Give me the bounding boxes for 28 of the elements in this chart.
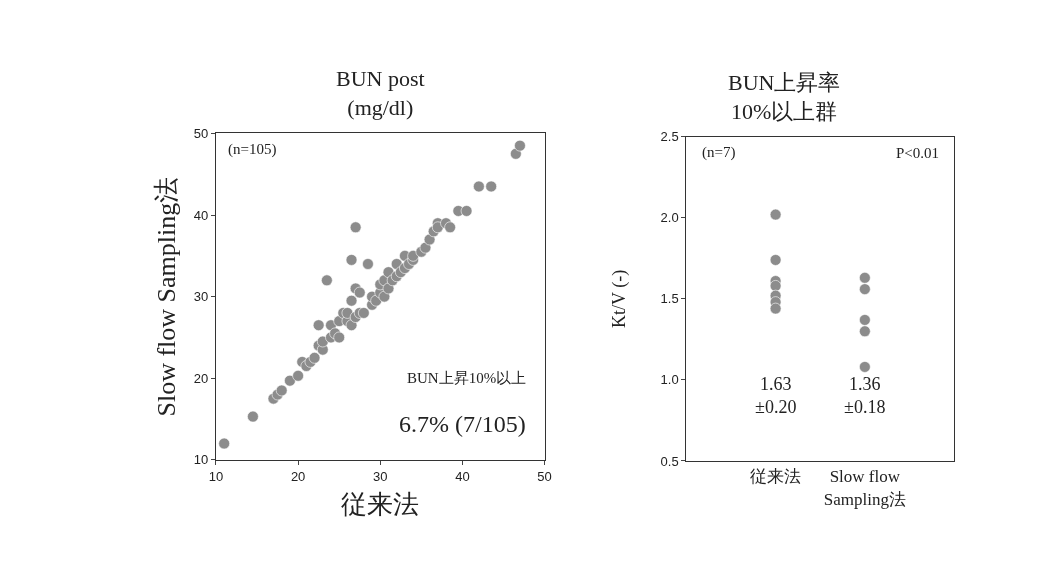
x-tick-label: 従来法 bbox=[750, 467, 802, 487]
annotation: P<0.01 bbox=[896, 145, 940, 161]
y-tick-label: 40 bbox=[193, 207, 209, 223]
annotation: (n=7) bbox=[702, 144, 736, 161]
x-tick-label: Slow flow Sampling法 bbox=[823, 467, 906, 509]
annotation: BUN上昇10%以上 bbox=[407, 370, 527, 386]
x-axis-title: 従来法 bbox=[341, 490, 420, 520]
y-tick-label: 30 bbox=[193, 289, 209, 305]
annotation: (n=105) bbox=[228, 141, 277, 158]
x-tick-label: 10 bbox=[208, 468, 224, 484]
y-axis-title: Kt/V (-) bbox=[608, 269, 630, 328]
chart-title: BUN上昇率 10%以上群 bbox=[728, 70, 841, 124]
y-tick-label: 50 bbox=[193, 125, 209, 141]
y-tick-label: 1.0 bbox=[660, 372, 679, 388]
y-tick-label: 10 bbox=[193, 452, 209, 468]
y-tick-label: 0.5 bbox=[660, 453, 679, 469]
annotation: 1.36 ±0.18 bbox=[844, 374, 886, 418]
y-tick-label: 2.5 bbox=[660, 129, 679, 145]
x-tick-label: 30 bbox=[373, 468, 388, 484]
x-tick-label: 20 bbox=[290, 468, 306, 484]
chart-title: BUN post (mg/dl) bbox=[336, 66, 425, 120]
annotation: 1.63 ±0.20 bbox=[755, 374, 797, 418]
y-tick-label: 2.0 bbox=[660, 210, 679, 226]
annotation: 6.7% (7/105) bbox=[399, 411, 526, 437]
x-tick-label: 40 bbox=[455, 468, 470, 484]
y-tick-label: 1.5 bbox=[660, 291, 679, 307]
y-tick-label: 20 bbox=[193, 370, 209, 386]
x-tick-label: 50 bbox=[537, 468, 552, 484]
